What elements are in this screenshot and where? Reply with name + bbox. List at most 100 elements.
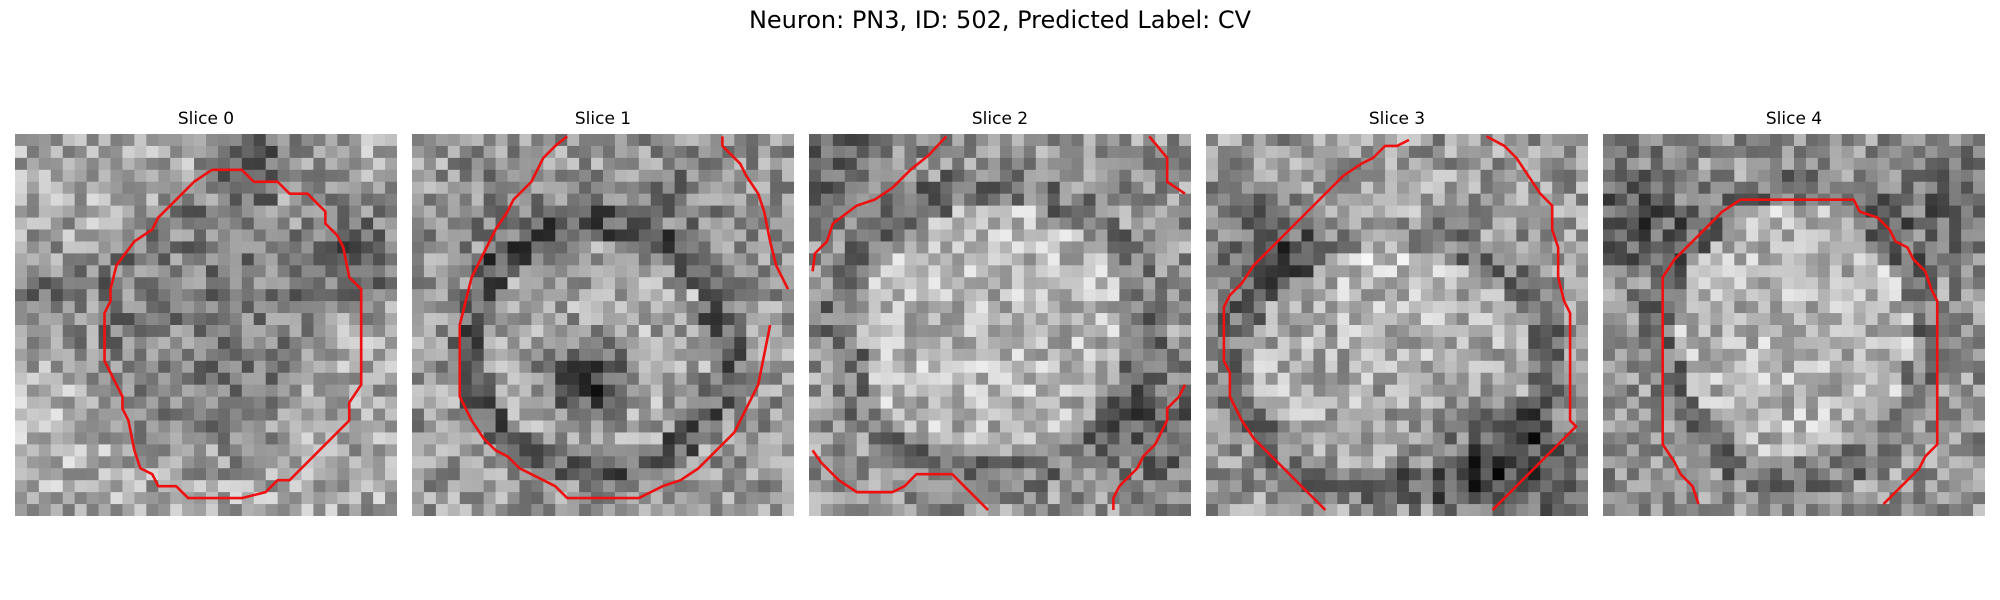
- pixel: [86, 169, 100, 183]
- pixel: [614, 420, 628, 433]
- pixel: [603, 396, 616, 410]
- pixel: [1083, 313, 1096, 326]
- pixel: [579, 157, 592, 171]
- pixel: [758, 456, 771, 469]
- pixel: [1011, 289, 1025, 302]
- pixel: [110, 325, 123, 338]
- pixel: [1397, 313, 1410, 326]
- pixel: [1059, 157, 1073, 171]
- pixel: [1603, 456, 1616, 469]
- pixel: [1614, 289, 1628, 302]
- pixel: [265, 157, 279, 171]
- pixel: [1576, 277, 1588, 290]
- pixel: [253, 169, 267, 183]
- pixel: [1277, 384, 1291, 398]
- contour-line: [811, 449, 989, 511]
- pixel: [820, 396, 834, 410]
- pixel: [423, 360, 437, 374]
- pixel: [770, 492, 783, 505]
- pixel: [531, 408, 544, 421]
- pixel: [459, 384, 473, 398]
- pixel: [614, 265, 628, 278]
- pixel: [1937, 384, 1950, 398]
- pixel: [1614, 301, 1628, 314]
- pixel: [746, 277, 759, 290]
- pixel: [591, 145, 604, 159]
- pixel: [722, 492, 735, 505]
- pixel: [313, 432, 326, 445]
- pixel: [1552, 444, 1565, 457]
- pixel: [1373, 325, 1386, 338]
- pixel: [674, 420, 688, 433]
- pixel: [1107, 277, 1120, 290]
- pixel: [1528, 229, 1541, 242]
- pixel: [650, 253, 664, 266]
- pixel: [567, 468, 580, 481]
- pixel: [349, 348, 362, 362]
- pixel: [1949, 301, 1962, 314]
- pixel: [1901, 169, 1914, 183]
- pixel: [770, 205, 783, 219]
- pixel: [916, 372, 929, 386]
- pixel: [1420, 229, 1434, 242]
- pixel: [1564, 217, 1577, 230]
- pixel: [241, 265, 255, 278]
- pixel: [158, 145, 171, 159]
- pixel: [1949, 277, 1962, 290]
- pixel: [1349, 468, 1362, 481]
- pixel: [385, 396, 397, 410]
- pixel: [988, 336, 1001, 350]
- pixel: [662, 169, 676, 183]
- pixel: [313, 336, 326, 350]
- pixel: [880, 241, 894, 254]
- pixel: [1035, 336, 1049, 350]
- pixel: [868, 348, 882, 362]
- pixel: [1131, 372, 1144, 386]
- pixel: [1576, 348, 1588, 362]
- pixel: [1023, 289, 1037, 302]
- pixel: [1937, 325, 1950, 338]
- pixel: [1504, 325, 1517, 338]
- pixel: [940, 253, 953, 266]
- pixel: [1540, 360, 1553, 374]
- pixel: [1408, 205, 1422, 219]
- pixel: [217, 360, 231, 374]
- pixel: [373, 181, 386, 195]
- pixel: [182, 134, 195, 147]
- pixel: [229, 456, 243, 469]
- pixel: [241, 432, 255, 445]
- pixel: [1289, 181, 1302, 195]
- pixel: [1313, 372, 1326, 386]
- pixel: [844, 384, 858, 398]
- pixel: [325, 253, 338, 266]
- pixel: [122, 313, 135, 326]
- pixel: [194, 229, 207, 242]
- pixel: [1770, 277, 1783, 290]
- pixel: [158, 420, 171, 433]
- pixel: [1853, 229, 1867, 242]
- pixel: [1155, 134, 1168, 147]
- pixel: [26, 145, 40, 159]
- pixel: [1337, 396, 1350, 410]
- pixel: [325, 301, 338, 314]
- pixel: [976, 277, 989, 290]
- pixel: [662, 360, 676, 374]
- pixel: [361, 277, 374, 290]
- pixel: [531, 253, 544, 266]
- pixel: [734, 289, 747, 302]
- pixel: [603, 360, 616, 374]
- pixel: [832, 360, 846, 374]
- pixel: [206, 348, 219, 362]
- pixel: [1662, 193, 1676, 207]
- pixel: [614, 217, 628, 230]
- pixel: [638, 396, 652, 410]
- pixel: [1686, 169, 1699, 183]
- pixel: [519, 229, 532, 242]
- pixel: [253, 468, 267, 481]
- pixel: [1011, 492, 1025, 505]
- pixel: [698, 384, 711, 398]
- pixel: [1059, 277, 1073, 290]
- pixel: [1564, 157, 1577, 171]
- pixel: [988, 241, 1001, 254]
- pixel: [579, 325, 592, 338]
